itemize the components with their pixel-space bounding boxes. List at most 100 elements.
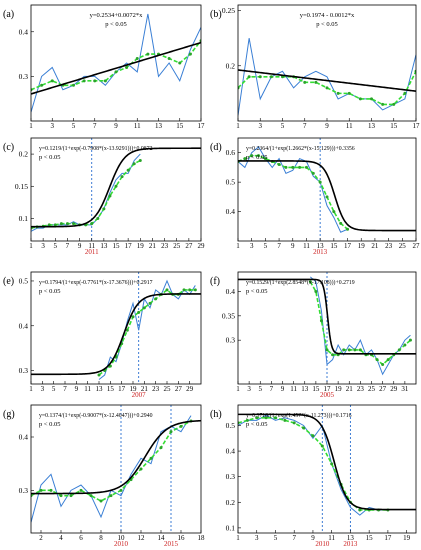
x-tick-label: 3 bbox=[51, 122, 55, 130]
x-tick-label: 7 bbox=[303, 122, 307, 130]
x-tick-label: 17 bbox=[344, 242, 352, 250]
smoothed-point bbox=[131, 315, 135, 319]
observed-series-line bbox=[31, 153, 141, 232]
smoothed-point bbox=[325, 86, 329, 90]
axes-frame bbox=[30, 271, 202, 385]
smoothed-point bbox=[277, 162, 281, 166]
smoothed-point bbox=[69, 494, 73, 498]
x-tick-label: 9 bbox=[311, 534, 315, 542]
smoothed-point bbox=[40, 83, 44, 87]
smoothed-point bbox=[353, 348, 357, 352]
smoothed-point bbox=[53, 223, 57, 227]
fit-equation: y=0.3718/(1+exp(1.457*(x-11.273)))+0.171… bbox=[246, 412, 352, 419]
smoothed-point bbox=[142, 306, 146, 310]
x-tick-label: 27 bbox=[175, 385, 183, 393]
x-tick-label: 25 bbox=[164, 385, 172, 393]
breakpoint-year-label: 2011 bbox=[85, 248, 99, 256]
x-tick-label: 2 bbox=[39, 534, 43, 542]
fit-curve bbox=[31, 147, 201, 228]
smoothed-point bbox=[302, 426, 306, 430]
smoothed-point bbox=[96, 216, 100, 220]
x-tick-label: 13 bbox=[100, 242, 108, 250]
smoothed-point bbox=[126, 168, 130, 172]
plot-area bbox=[31, 272, 201, 384]
breakpoint-year-label: 2007 bbox=[132, 391, 147, 399]
x-tick-label: 11 bbox=[303, 242, 310, 250]
smoothed-point bbox=[139, 467, 143, 471]
smoothed-point bbox=[120, 175, 124, 179]
smoothed-point bbox=[320, 444, 324, 448]
x-tick-label: 15 bbox=[366, 534, 374, 542]
smoothed-point bbox=[381, 102, 385, 106]
x-tick-label: 21 bbox=[371, 242, 379, 250]
smoothed-point bbox=[392, 102, 396, 106]
x-tick-label: 3 bbox=[247, 385, 251, 393]
x-tick-label: 15 bbox=[107, 385, 115, 393]
smoothed-point bbox=[125, 65, 129, 69]
x-tick-label: 5 bbox=[72, 122, 76, 130]
breakpoint-year-label: 2005 bbox=[320, 391, 335, 399]
panel-label: (d) bbox=[210, 142, 222, 153]
smoothed-point bbox=[154, 297, 158, 301]
smoothed-point bbox=[149, 456, 153, 460]
smoothed-point bbox=[97, 373, 101, 377]
x-tick-label: 11 bbox=[328, 534, 335, 542]
x-tick-label: 7 bbox=[277, 242, 281, 250]
x-tick-label: 10 bbox=[118, 534, 126, 542]
smoothed-point bbox=[284, 165, 288, 169]
y-tick-label: 0.6 bbox=[226, 148, 236, 157]
panel-label: (g) bbox=[3, 409, 15, 420]
p-value: p < 0.05 bbox=[39, 288, 61, 295]
y-tick-label: 0.4 bbox=[226, 287, 236, 296]
x-tick-label: 1 bbox=[236, 534, 240, 542]
smoothed-point bbox=[386, 358, 390, 362]
smoothed-point bbox=[119, 488, 123, 492]
x-tick-label: 9 bbox=[291, 242, 295, 250]
y-tick-label: 0.15 bbox=[15, 182, 28, 191]
x-tick-label: 21 bbox=[141, 385, 149, 393]
smoothed-point bbox=[243, 157, 247, 161]
smoothed-point bbox=[358, 508, 362, 512]
x-tick-label: 1 bbox=[236, 122, 240, 130]
panel-label: (h) bbox=[210, 409, 222, 420]
smoothed-point bbox=[263, 157, 267, 161]
smoothed-point bbox=[137, 310, 141, 314]
fit-curve bbox=[238, 160, 416, 232]
x-tick-label: 27 bbox=[379, 385, 387, 393]
x-tick-label: 7 bbox=[63, 385, 67, 393]
x-tick-label: 9 bbox=[75, 385, 79, 393]
smoothed-point bbox=[347, 348, 351, 352]
smoothed-point bbox=[283, 418, 287, 422]
smoothed-point bbox=[319, 319, 323, 323]
y-tick-label: 0.5 bbox=[226, 178, 236, 187]
panel-label: (c) bbox=[3, 142, 14, 153]
smoothed-point bbox=[65, 222, 69, 226]
x-tick-label: 31 bbox=[401, 385, 409, 393]
fit-equation: y=0.2534+0.0072*x bbox=[90, 12, 144, 19]
smoothed-point bbox=[50, 79, 54, 83]
panel-g: 2010 2015 2 4 6 8 10 12 14 16 18 0.3 0.4 (g) y=0.1374/… bbox=[3, 404, 205, 548]
smoothed-point bbox=[59, 494, 63, 498]
x-tick-label: 13 bbox=[347, 534, 355, 542]
fit-curve bbox=[238, 413, 416, 511]
p-value: p < 0.05 bbox=[246, 288, 268, 295]
panel-label: (b) bbox=[210, 9, 222, 20]
smoothed-point bbox=[331, 353, 335, 357]
smoothed-point bbox=[273, 416, 277, 420]
x-tick-label: 9 bbox=[78, 242, 82, 250]
breakpoint-year-label: 2010 bbox=[114, 540, 129, 548]
smoothed-point bbox=[269, 75, 273, 79]
smoothed-point bbox=[370, 97, 373, 101]
x-tick-label: 5 bbox=[54, 242, 58, 250]
plot-area bbox=[238, 38, 416, 116]
panel-label: (e) bbox=[3, 276, 14, 287]
x-tick-label: 23 bbox=[152, 385, 160, 393]
fit-curve bbox=[238, 278, 416, 355]
smoothed-point bbox=[408, 338, 412, 342]
x-tick-label: 13 bbox=[96, 385, 104, 393]
x-tick-label: 5 bbox=[259, 385, 263, 393]
smoothed-point bbox=[109, 494, 113, 498]
